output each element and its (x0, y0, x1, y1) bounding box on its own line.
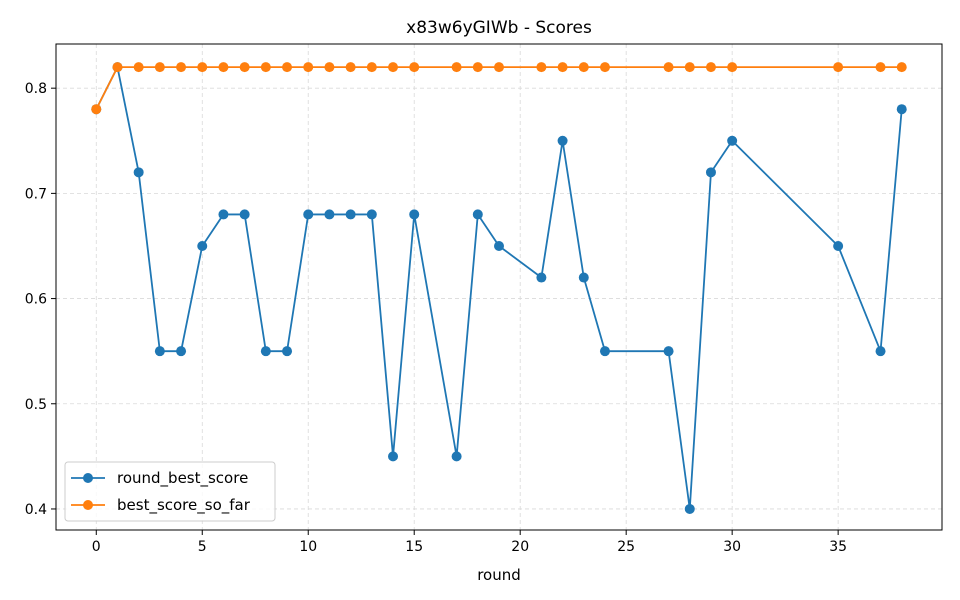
x-tick-label: 35 (829, 539, 847, 555)
data-point (345, 62, 356, 73)
data-point (409, 62, 420, 73)
data-point (727, 135, 738, 146)
data-point (197, 240, 208, 251)
x-tick-label: 10 (299, 539, 317, 555)
chart-title: x83w6yGIWb - Scores (406, 18, 592, 38)
legend-marker (83, 473, 93, 483)
data-point (663, 62, 674, 73)
data-point (112, 62, 123, 73)
data-point (133, 62, 144, 73)
data-point (578, 62, 589, 73)
data-point (91, 104, 102, 115)
plot-frame (55, 43, 943, 531)
x-tick-label: 20 (511, 539, 529, 555)
data-point (599, 346, 610, 357)
data-point (494, 240, 504, 251)
series-line (95, 66, 903, 510)
series-best_score_so_far (91, 62, 907, 115)
legend-label: round_best_score (117, 469, 248, 488)
data-point (875, 346, 886, 357)
y-tick-label: 0.8 (25, 81, 47, 97)
data-point (536, 272, 547, 283)
data-point (176, 62, 187, 73)
data-point (472, 209, 483, 220)
y-tick-label: 0.6 (25, 292, 47, 308)
legend-item: best_score_so_far (71, 496, 251, 515)
data-point (451, 62, 462, 73)
x-tick-label: 15 (405, 539, 423, 555)
x-tick-label: 25 (617, 539, 635, 555)
y-tick-label: 0.7 (25, 186, 47, 202)
legend-marker (83, 500, 93, 510)
data-point (303, 209, 314, 220)
data-point (133, 167, 144, 178)
data-point (282, 346, 293, 357)
data-point (345, 209, 356, 220)
legend-label: best_score_so_far (117, 496, 251, 515)
data-point (705, 167, 716, 178)
data-point (239, 62, 250, 73)
data-point (536, 62, 547, 73)
x-tick-label: 30 (723, 539, 741, 555)
data-point (324, 209, 335, 220)
data-point (366, 209, 377, 220)
data-point (218, 209, 229, 220)
x-tick-label: 5 (198, 539, 207, 555)
data-point (833, 62, 844, 73)
plot-series (91, 62, 907, 514)
data-point (896, 104, 907, 115)
data-point (218, 62, 229, 73)
data-point (684, 503, 695, 514)
data-point (494, 62, 504, 73)
data-point (557, 135, 568, 146)
legend: round_best_score best_score_so_far (64, 461, 276, 522)
data-point (684, 62, 695, 73)
x-tick-label: 0 (92, 539, 101, 555)
data-point (727, 62, 738, 73)
legend-item: round_best_score (71, 469, 248, 488)
data-point (176, 346, 187, 357)
data-point (239, 209, 250, 220)
x-axis-label: round (477, 566, 521, 584)
data-point (451, 451, 462, 462)
data-point (663, 346, 674, 357)
grid (56, 44, 942, 530)
y-tick-label: 0.5 (25, 397, 47, 413)
data-point (154, 346, 165, 357)
y-tick-label: 0.4 (25, 502, 47, 518)
data-point (472, 62, 483, 73)
axis-ticks: 0 5 10 15 20 25 30 35 0.4 0.5 0.6 0.7 0.8 (25, 81, 847, 555)
data-point (557, 62, 568, 73)
data-point (388, 451, 399, 462)
data-point (833, 240, 844, 251)
data-point (260, 62, 271, 73)
data-point (705, 62, 716, 73)
data-point (260, 346, 271, 357)
data-point (578, 272, 589, 283)
data-point (303, 62, 314, 73)
data-point (896, 62, 907, 73)
data-point (599, 62, 610, 73)
data-point (388, 62, 399, 73)
data-point (197, 62, 208, 73)
series-round_best_score (91, 62, 907, 514)
data-point (366, 62, 377, 73)
data-point (875, 62, 886, 73)
data-point (154, 62, 165, 73)
data-point (282, 62, 293, 73)
legend-box (64, 461, 276, 522)
data-point (409, 209, 420, 220)
data-point (324, 62, 335, 73)
